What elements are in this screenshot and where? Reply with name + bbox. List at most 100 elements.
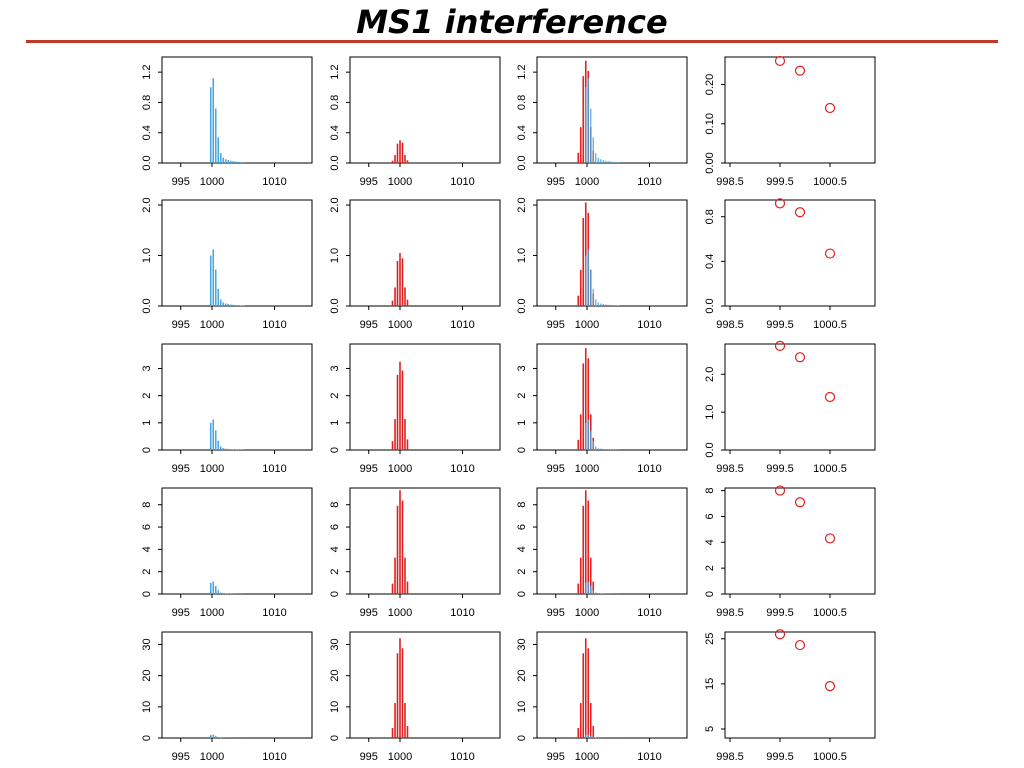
spectrum-x-label: 995: [172, 319, 190, 331]
y-tick-label: 0: [516, 447, 528, 453]
ratio-point: [824, 533, 836, 544]
y-tick-label: 0.20: [704, 74, 716, 95]
ratio-x-label: 1000.5: [813, 463, 847, 475]
y-tick-label: 10: [141, 701, 153, 713]
y-tick-label: 0.0: [329, 155, 341, 170]
ratio-x-label: 999.5: [766, 607, 794, 619]
ratio-point: [824, 391, 836, 403]
plot-frame: [536, 56, 688, 164]
ratio-x-label: 998.5: [716, 176, 744, 188]
y-tick-label: 2.0: [516, 197, 528, 212]
spectrum-x-label: 1000: [200, 176, 224, 188]
y-tick-label: 4: [141, 546, 153, 552]
ratio-x-label: 999.5: [766, 319, 794, 331]
ratio-panel-r1: 0.00 0.10 0.20 998.5 999.5 1000.5: [704, 55, 876, 188]
y-tick-label: 15: [704, 678, 716, 690]
spectrum-x-label: 995: [360, 463, 378, 475]
y-tick-label: 2: [141, 393, 153, 399]
ratio-point: [774, 55, 786, 67]
ratio-point: [794, 207, 806, 218]
spectrum-x-label: 995: [547, 607, 565, 619]
plot-frame: [349, 343, 501, 451]
ratio-x-label: 998.5: [716, 319, 744, 331]
y-tick-label: 25: [704, 633, 716, 645]
spectrum-x-label: 1010: [450, 463, 474, 475]
spectrum-x-label: 1010: [450, 176, 474, 188]
heavy-panel-r5: 0 10 20 30 995 1000 1010: [329, 631, 501, 763]
y-tick-label: 0.0: [516, 298, 528, 313]
y-tick-label: 0: [516, 735, 528, 741]
y-tick-label: 0.10: [704, 113, 716, 134]
y-tick-label: 2: [704, 565, 716, 571]
plot-frame: [161, 199, 313, 307]
ratio-point: [824, 102, 836, 114]
y-tick-label: 0: [141, 735, 153, 741]
y-tick-label: 2.0: [704, 367, 716, 382]
y-tick-label: 30: [516, 638, 528, 650]
spectrum-x-label: 1010: [262, 176, 286, 188]
plot-frame: [536, 487, 688, 595]
y-tick-label: 1: [516, 420, 528, 426]
y-tick-label: 6: [329, 524, 341, 530]
spectrum-x-label: 995: [360, 176, 378, 188]
y-tick-label: 2: [516, 393, 528, 399]
spectrum-x-label: 1000: [388, 176, 412, 188]
y-tick-label: 10: [329, 701, 341, 713]
spectrum-x-label: 995: [360, 607, 378, 619]
y-tick-label: 2: [141, 569, 153, 575]
spectrum-x-label: 1010: [450, 751, 474, 763]
spectrum-x-label: 995: [547, 463, 565, 475]
spectrum-x-label: 1000: [200, 607, 224, 619]
spectrum-x-label: 1010: [450, 319, 474, 331]
y-tick-label: 0: [329, 591, 341, 597]
spectrum-x-label: 1000: [575, 463, 599, 475]
plot-frame: [161, 487, 313, 595]
y-tick-label: 4: [704, 539, 716, 545]
y-tick-label: 5: [704, 726, 716, 732]
spectrum-x-label: 1000: [200, 463, 224, 475]
spectrum-x-label: 995: [172, 176, 190, 188]
y-tick-label: 0.0: [329, 298, 341, 313]
y-tick-label: 3: [141, 365, 153, 371]
spectrum-x-label: 1010: [637, 176, 661, 188]
ratio-point: [794, 497, 806, 508]
y-tick-label: 1: [141, 420, 153, 426]
y-tick-label: 3: [516, 365, 528, 371]
plot-frame: [724, 487, 876, 595]
light-panel-r4: 0 2 4 6 8 995 1000 1010: [141, 487, 313, 619]
spectrum-x-label: 1000: [200, 751, 224, 763]
ratio-point: [824, 681, 836, 692]
y-tick-label: 30: [329, 638, 341, 650]
y-tick-label: 20: [329, 670, 341, 682]
plot-frame: [536, 343, 688, 451]
spectrum-x-label: 995: [360, 751, 378, 763]
plot-frame: [349, 199, 501, 307]
ratio-panel-r2: 0.0 0.4 0.8 998.5 999.5 1000.5: [704, 198, 876, 331]
overlay-panel-r3: 0 1 2 3 995 1000 1010: [516, 343, 688, 475]
y-tick-label: 0.4: [516, 125, 528, 140]
y-tick-label: 0: [141, 447, 153, 453]
y-tick-label: 0.0: [704, 298, 716, 313]
spectrum-x-label: 1000: [388, 319, 412, 331]
plot-frame: [724, 56, 876, 164]
spectrum-x-label: 1010: [262, 751, 286, 763]
y-tick-label: 4: [329, 546, 341, 552]
y-tick-label: 8: [704, 488, 716, 494]
spectrum-x-label: 995: [547, 176, 565, 188]
y-tick-label: 0.0: [141, 155, 153, 170]
spectrum-x-label: 1010: [262, 319, 286, 331]
y-tick-label: 8: [141, 502, 153, 508]
plot-frame: [349, 487, 501, 595]
spectrum-x-label: 1010: [637, 751, 661, 763]
y-tick-label: 0: [141, 591, 153, 597]
y-tick-label: 0.8: [141, 95, 153, 110]
spectrum-x-label: 1000: [388, 463, 412, 475]
y-tick-label: 1.0: [704, 404, 716, 419]
y-tick-label: 30: [141, 638, 153, 650]
y-tick-label: 1.2: [329, 64, 341, 79]
plot-frame: [161, 631, 313, 739]
plot-frame: [161, 343, 313, 451]
y-tick-label: 1.0: [329, 248, 341, 263]
ratio-x-label: 999.5: [766, 751, 794, 763]
ratio-panel-r3: 0.0 1.0 2.0 998.5 999.5 1000.5: [704, 340, 876, 475]
